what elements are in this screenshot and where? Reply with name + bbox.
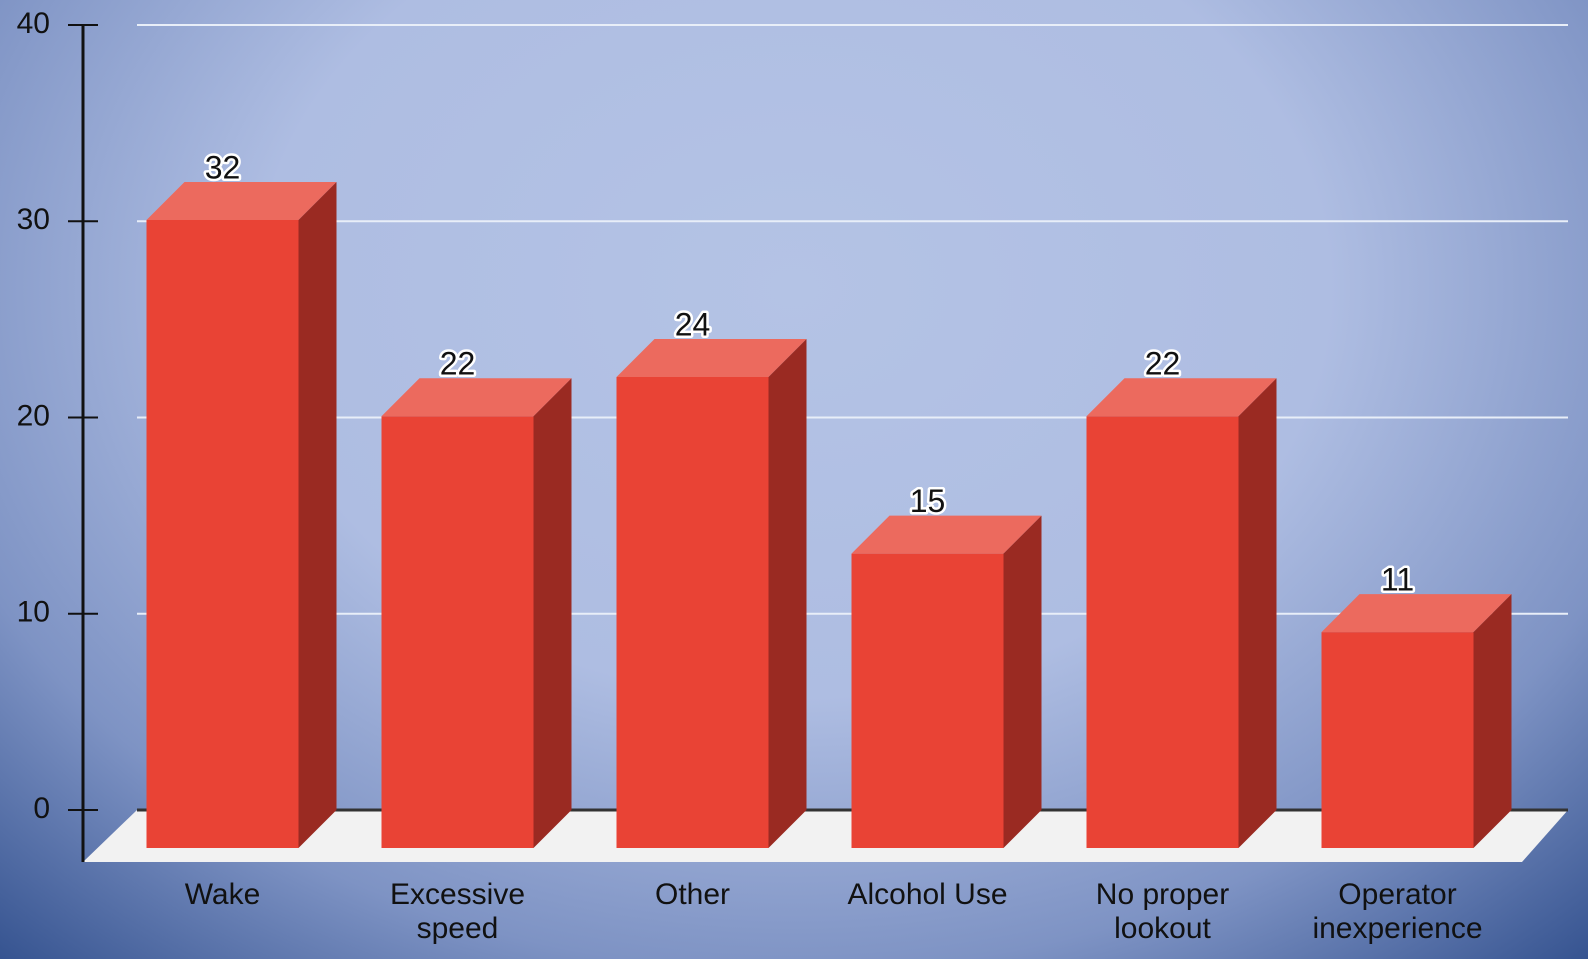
- bar-front: [146, 220, 299, 848]
- y-tick-label: 30: [17, 203, 50, 236]
- value-label: 15: [910, 483, 946, 519]
- y-tick-label: 20: [17, 399, 50, 432]
- x-tick-label: Wake: [184, 878, 261, 911]
- y-tick-label: 10: [17, 596, 50, 629]
- y-tick-label: 0: [33, 792, 50, 825]
- bar-top: [851, 515, 1042, 554]
- bar-front: [381, 416, 534, 848]
- bar-side: [1003, 515, 1042, 848]
- bar-side: [298, 182, 337, 848]
- x-tick-label: No proper lookout: [1095, 878, 1230, 945]
- x-tick-label: Excessive speed: [389, 878, 526, 945]
- x-tick-label: Other: [654, 878, 731, 911]
- value-label: 11: [1381, 562, 1414, 598]
- value-label: 24: [675, 306, 711, 342]
- value-label: 32: [205, 149, 241, 185]
- x-tick-label: Alcohol Use: [847, 878, 1008, 911]
- bar-side: [768, 339, 807, 848]
- bar-front: [1086, 416, 1239, 848]
- bar-side: [1238, 378, 1277, 848]
- value-label: 22: [1145, 346, 1181, 382]
- bar-top: [1086, 378, 1277, 417]
- bar-front: [1321, 632, 1474, 848]
- bar-top: [381, 378, 572, 417]
- bar-side: [533, 378, 572, 848]
- bar-front: [616, 377, 769, 848]
- bar-top: [616, 339, 807, 377]
- bar-top: [1321, 594, 1512, 633]
- bar-side: [1473, 594, 1512, 848]
- value-label: 22: [440, 346, 476, 382]
- bar-top: [146, 182, 337, 220]
- x-tick-label: Operator inexperience: [1312, 878, 1483, 945]
- y-tick-label: 40: [17, 7, 50, 40]
- bar-front: [851, 553, 1004, 848]
